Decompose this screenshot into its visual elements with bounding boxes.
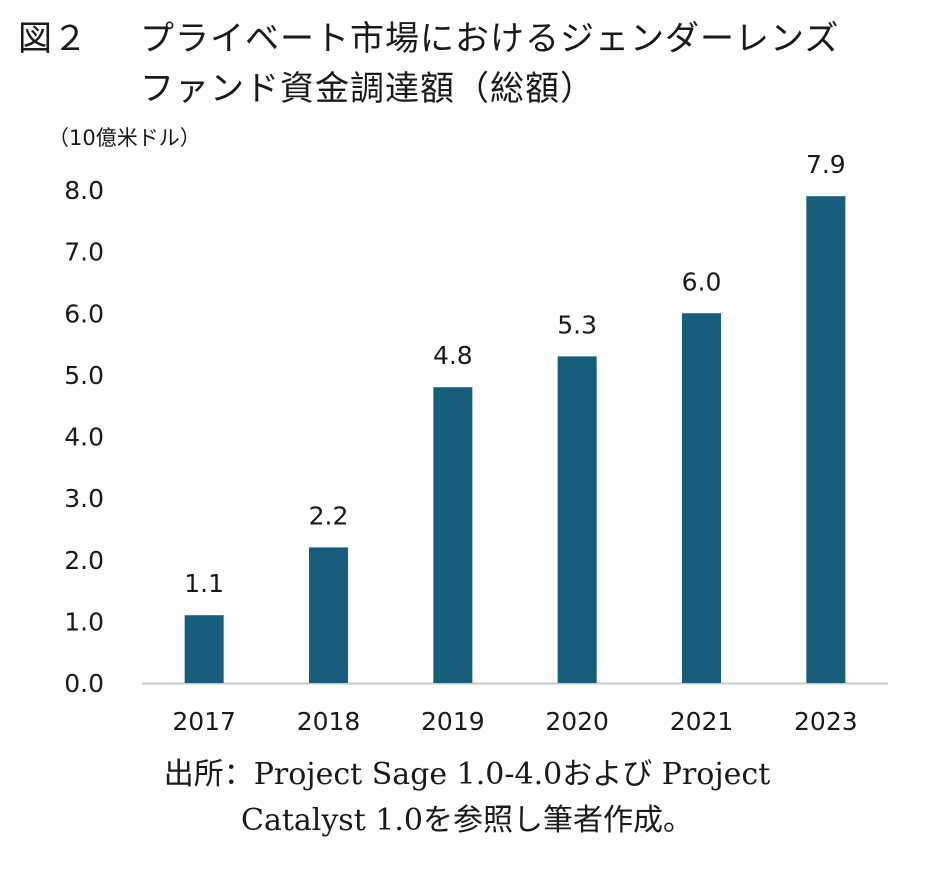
- y-tick-label: 2.0: [64, 546, 104, 575]
- source-note: 出所：Project Sage 1.0-4.0および Project Catal…: [0, 752, 934, 844]
- data-label-2019: 4.8: [433, 341, 473, 370]
- y-tick-label: 5.0: [64, 361, 104, 390]
- source-note-line1: 出所：Project Sage 1.0-4.0および Project: [163, 757, 771, 792]
- y-tick-label: 3.0: [64, 484, 104, 513]
- figure-title: 図２ プライベート市場におけるジェンダーレンズ ファンド資金調達額（総額）: [18, 14, 918, 114]
- x-tick-label-2020: 2020: [545, 707, 609, 736]
- data-label-2018: 2.2: [309, 501, 349, 530]
- data-label-2023: 7.9: [806, 150, 846, 179]
- bar-2020: [557, 356, 597, 683]
- bar-2017: [184, 615, 224, 683]
- source-note-line2: Catalyst 1.0を参照し筆者作成。: [240, 803, 694, 838]
- y-tick-label: 8.0: [64, 176, 104, 205]
- data-label-2017: 1.1: [184, 569, 224, 598]
- bar-2023: [806, 196, 846, 683]
- x-tick-label-2017: 2017: [172, 707, 236, 736]
- y-tick-label: 0.0: [64, 669, 104, 698]
- bar-2018: [309, 547, 348, 683]
- data-label-2020: 5.3: [557, 310, 597, 339]
- figure-label: 図２: [18, 19, 88, 59]
- x-tick-label-2023: 2023: [794, 707, 858, 736]
- bar-2021: [682, 313, 721, 683]
- x-tick-label-2019: 2019: [421, 707, 485, 736]
- data-label-2021: 6.0: [682, 267, 722, 296]
- x-tick-label-2021: 2021: [670, 707, 734, 736]
- y-axis-unit-label: （10億米ドル）: [48, 126, 201, 150]
- y-tick-label: 4.0: [64, 423, 104, 452]
- bar-2019: [433, 387, 473, 683]
- bar-chart: 0.0 1.0 2.0 3.0 4.0 5.0 6.0 7.0 8.0 1.1 2017 2.2 201…: [64, 150, 888, 736]
- figure-title-line2: ファンド資金調達額（総額）: [140, 69, 595, 109]
- y-tick-label: 6.0: [64, 299, 104, 328]
- figure-title-line1: プライベート市場におけるジェンダーレンズ: [140, 19, 840, 59]
- x-tick-label-2018: 2018: [297, 707, 361, 736]
- y-tick-label: 7.0: [64, 238, 104, 267]
- y-tick-label: 1.0: [64, 607, 104, 636]
